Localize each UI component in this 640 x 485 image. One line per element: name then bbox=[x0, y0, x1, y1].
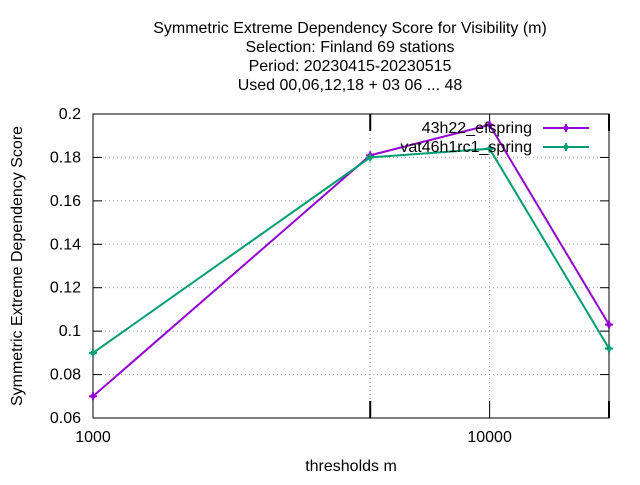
data-point bbox=[89, 392, 97, 401]
point-marker bbox=[606, 322, 612, 328]
grid bbox=[93, 114, 609, 418]
y-tick-label: 0.06 bbox=[50, 410, 81, 427]
y-tick-label: 0.14 bbox=[50, 236, 81, 253]
data-point bbox=[366, 153, 375, 162]
y-tick-label: 0.18 bbox=[50, 149, 81, 166]
data-point bbox=[605, 320, 613, 329]
y-tick-label: 0.16 bbox=[50, 193, 81, 210]
point-marker bbox=[90, 393, 96, 399]
x-axis-label: thresholds m bbox=[305, 458, 397, 475]
title-line: Used 00,06,12,18 + 03 06 ... 48 bbox=[238, 77, 463, 94]
data-point bbox=[485, 144, 494, 153]
x-tick-label: 10000 bbox=[467, 429, 512, 446]
legend: 43h22_efspring vat46h1rc1_spring bbox=[400, 120, 589, 156]
chart-title: Symmetric Extreme Dependency Score for V… bbox=[153, 20, 547, 94]
point-marker bbox=[487, 146, 493, 152]
y-tick-label: 0.1 bbox=[59, 323, 81, 340]
data-point bbox=[605, 344, 613, 353]
data-point bbox=[485, 120, 494, 129]
y-axis-label: Symmetric Extreme Dependency Score bbox=[9, 126, 26, 406]
series-line bbox=[92, 147, 610, 354]
y-tick-label: 0.12 bbox=[50, 280, 81, 297]
point-marker bbox=[367, 154, 373, 160]
data-point bbox=[89, 348, 97, 357]
series-line bbox=[92, 123, 610, 398]
legend-label: vat46h1rc1_spring bbox=[400, 139, 532, 156]
legend-label: 43h22_efspring bbox=[422, 120, 532, 137]
x-tick-label: 1000 bbox=[75, 429, 111, 446]
y-tick-label: 0.2 bbox=[59, 106, 81, 123]
y-tick-label: 0.08 bbox=[50, 367, 81, 384]
title-line: Symmetric Extreme Dependency Score for V… bbox=[153, 20, 547, 37]
point-marker bbox=[606, 346, 612, 352]
point-marker bbox=[90, 350, 96, 356]
plot-border bbox=[92, 113, 610, 419]
series-group bbox=[89, 120, 613, 401]
legend-marker bbox=[563, 125, 569, 131]
title-line: Period: 20230415-20230515 bbox=[249, 58, 452, 75]
axes: 0.06 0.08 0.1 0.12 0.14 0.16 0.18 0.2 1000 10000 t… bbox=[9, 106, 610, 475]
point-marker bbox=[487, 122, 493, 128]
legend-marker bbox=[563, 144, 569, 150]
title-line: Selection: Finland 69 stations bbox=[245, 39, 454, 56]
